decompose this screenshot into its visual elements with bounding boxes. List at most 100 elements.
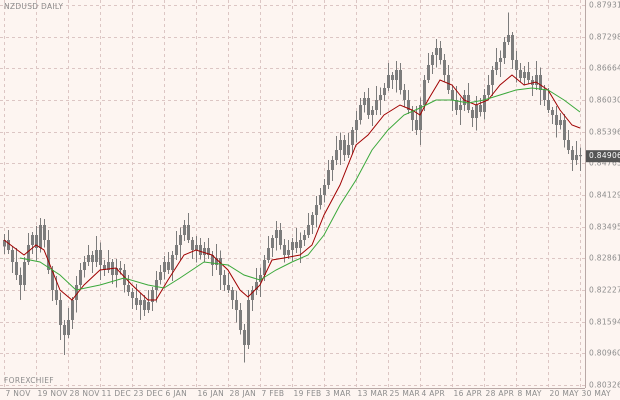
candle-body (31, 235, 34, 245)
candle-body (295, 242, 298, 248)
candle-body (487, 85, 490, 95)
x-tick-label: 6 JAN (166, 389, 187, 398)
candle-body (3, 240, 6, 247)
candle-body (95, 250, 98, 262)
candle-body (119, 268, 122, 270)
x-tick-label: 25 MAR (390, 389, 421, 398)
y-tick-label: 0.85396 (589, 128, 620, 137)
y-tick-label: 0.82227 (589, 286, 620, 295)
y-tick-label: 0.80326 (589, 381, 620, 390)
candle-body (91, 255, 94, 262)
candle-body (303, 235, 306, 240)
candle-body (415, 120, 418, 130)
candle-body (535, 75, 538, 85)
candle-body (15, 262, 18, 275)
candle-body (447, 75, 450, 90)
x-tick-label: 16 APR (454, 389, 483, 398)
candle-body (287, 250, 290, 255)
candle-body (579, 155, 582, 157)
candle-body (251, 290, 254, 300)
candle-body (127, 285, 130, 292)
candle-body (263, 260, 266, 275)
candle-body (475, 105, 478, 118)
x-tick-label: 7 FEB (262, 389, 285, 398)
candle-body (323, 185, 326, 195)
candle-body (75, 285, 78, 300)
candle-body (195, 245, 198, 250)
candle-body (575, 155, 578, 160)
candle-body (495, 62, 498, 70)
candle-body (515, 60, 518, 70)
y-tick-label: 0.87931 (589, 1, 620, 10)
candle-body (563, 120, 566, 140)
candle-body (311, 215, 314, 225)
candle-body (327, 170, 330, 185)
candle-body (7, 240, 10, 250)
y-tick-label: 0.87298 (589, 33, 620, 42)
candle-body (507, 35, 510, 42)
candle-body (87, 255, 90, 262)
current-price-label: 0.84906 (589, 151, 620, 160)
y-tick-label: 0.84129 (589, 191, 620, 200)
candle-body (27, 245, 30, 262)
candle-body (419, 105, 422, 130)
x-tick-label: 28 JAN (230, 389, 257, 398)
candle-body (271, 238, 274, 248)
candle-body (383, 88, 386, 95)
candle-body (319, 195, 322, 205)
candle-body (547, 100, 550, 110)
x-tick-label: 4 APR (422, 389, 446, 398)
candle-body (279, 230, 282, 245)
candle-body (71, 300, 74, 320)
candle-body (399, 70, 402, 90)
candle-body (203, 248, 206, 255)
candle-body (439, 48, 442, 60)
candle-body (115, 268, 118, 275)
candle-body (543, 90, 546, 100)
candle-body (275, 230, 278, 238)
candle-body (523, 72, 526, 78)
candle-body (143, 300, 146, 310)
candle-body (63, 325, 66, 335)
candle-body (175, 245, 178, 255)
candle-body (431, 55, 434, 65)
candle-body (147, 302, 150, 310)
y-tick-label: 0.84763 (589, 159, 620, 168)
candle-body (483, 95, 486, 112)
candle-body (347, 145, 350, 155)
candle-body (379, 95, 382, 100)
candle-body (427, 65, 430, 80)
x-tick-label: 19 FEB (294, 389, 322, 398)
candle-body (527, 72, 530, 80)
y-tick-label: 0.82861 (589, 254, 620, 263)
candle-body (19, 275, 22, 285)
candle-body (227, 285, 230, 290)
candle-body (435, 48, 438, 55)
candle-body (231, 290, 234, 300)
candle-body (255, 282, 258, 290)
candle-body (243, 330, 246, 345)
candle-body (131, 292, 134, 298)
candle-body (55, 290, 58, 300)
candle-body (443, 60, 446, 75)
candle-body (163, 262, 166, 272)
x-tick-label: 19 NOV (38, 389, 69, 398)
chart-title: NZDUSD DAILY (4, 2, 63, 11)
candle-body (331, 160, 334, 170)
candle-body (343, 140, 346, 155)
candle-body (471, 110, 474, 118)
candle-body (363, 98, 366, 105)
x-tick-label: 11 DEC (102, 389, 131, 398)
candle-body (555, 115, 558, 125)
candle-body (411, 110, 414, 120)
candle-body (391, 75, 394, 80)
candle-body (559, 120, 562, 125)
candle-body (99, 250, 102, 265)
x-tick-label: 28 APR (486, 389, 515, 398)
candle-body (459, 105, 462, 110)
moving-average-line (3, 74, 581, 301)
x-tick-label: 3 MAR (326, 389, 351, 398)
candle-body (375, 100, 378, 110)
candle-body (407, 100, 410, 110)
